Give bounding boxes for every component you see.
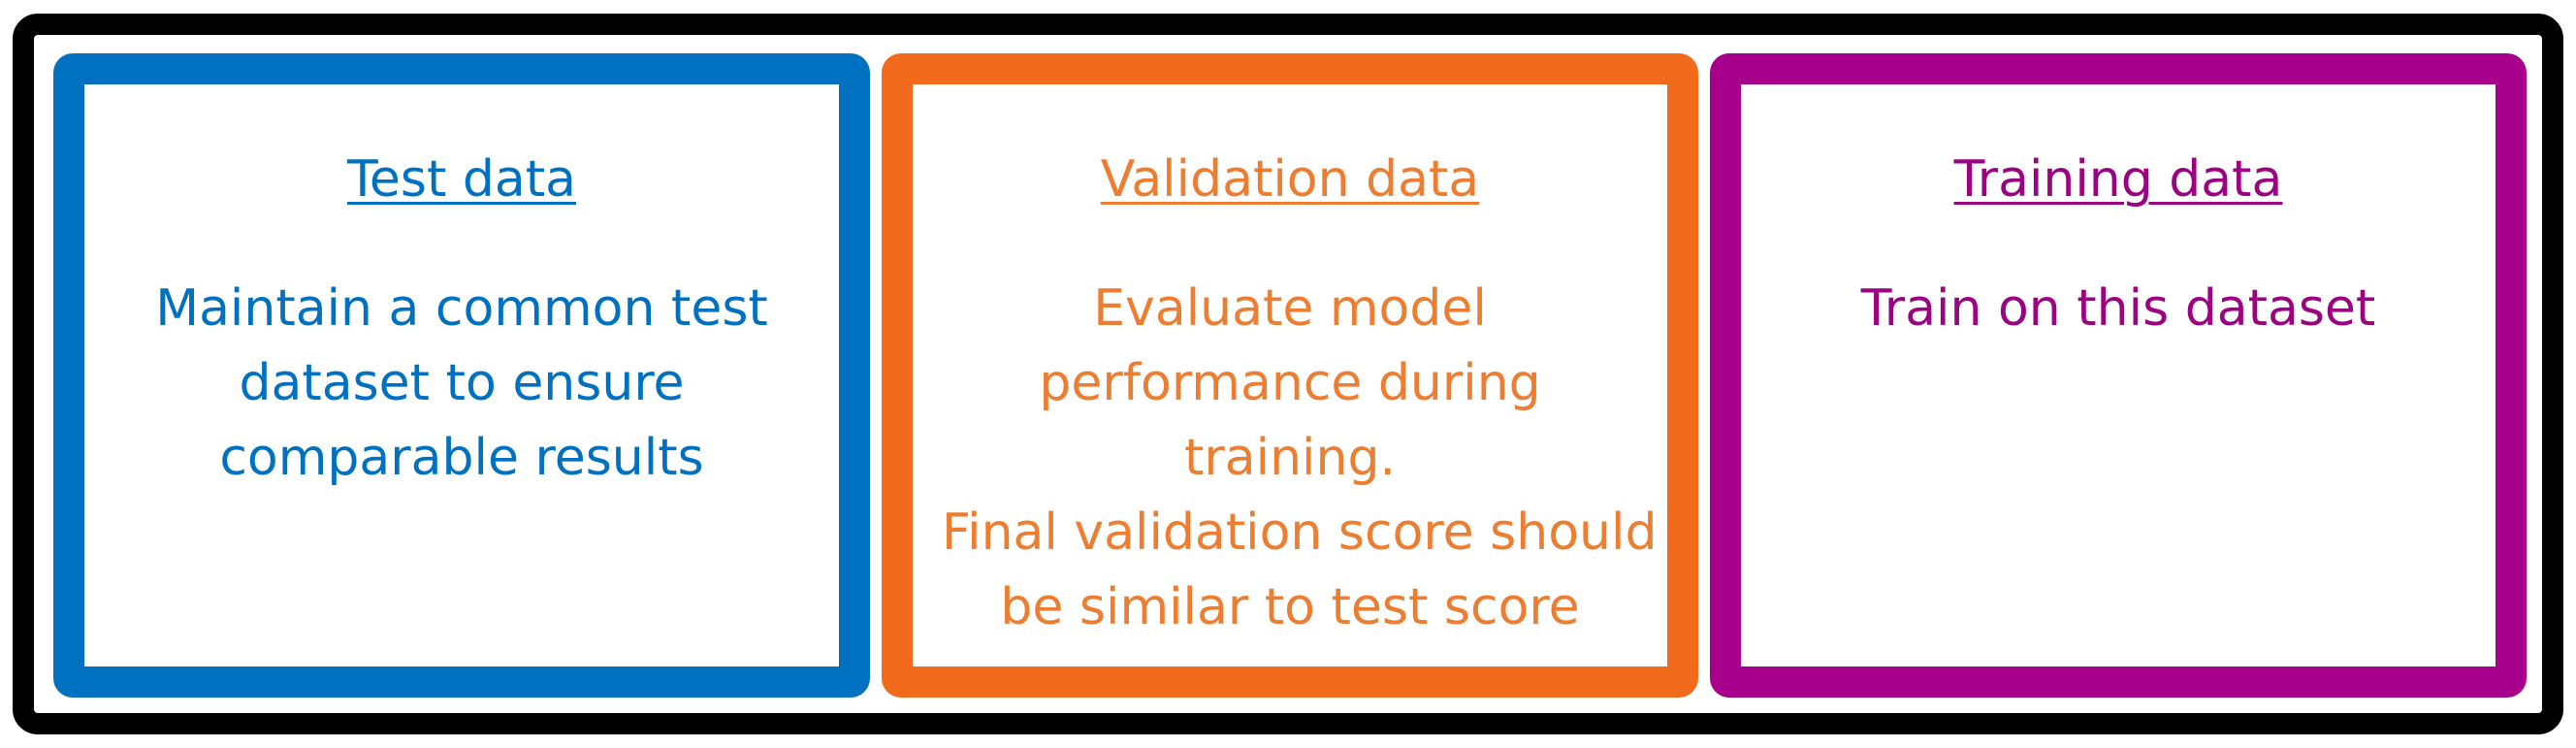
training-data-line: Train on this dataset [1860, 279, 2376, 338]
validation-data-line: Final validation score should [942, 504, 1658, 562]
training-data-title: Training data [1953, 150, 2283, 209]
training-data-description: Train on this dataset [1770, 272, 2466, 346]
test-data-line: comparable results [219, 429, 704, 487]
test-data-panel: Test data Maintain a common test dataset… [53, 53, 870, 698]
validation-data-line: training. [1184, 429, 1396, 487]
validation-data-title: Validation data [1100, 150, 1480, 209]
test-data-line: Maintain a common test [155, 279, 768, 338]
validation-data-line: be similar to test score [1000, 578, 1580, 636]
test-data-line: dataset to ensure [239, 354, 685, 412]
test-data-title: Test data [346, 150, 577, 209]
test-data-description: Maintain a common test dataset to ensure… [113, 272, 810, 496]
validation-data-panel: Validation data Evaluate model performan… [882, 53, 1698, 698]
validation-data-description: Evaluate model performance during traini… [942, 272, 1658, 645]
validation-data-line: performance during [1039, 354, 1541, 412]
validation-data-line: Evaluate model [1093, 279, 1487, 338]
training-data-panel: Training data Train on this dataset [1710, 53, 2527, 698]
